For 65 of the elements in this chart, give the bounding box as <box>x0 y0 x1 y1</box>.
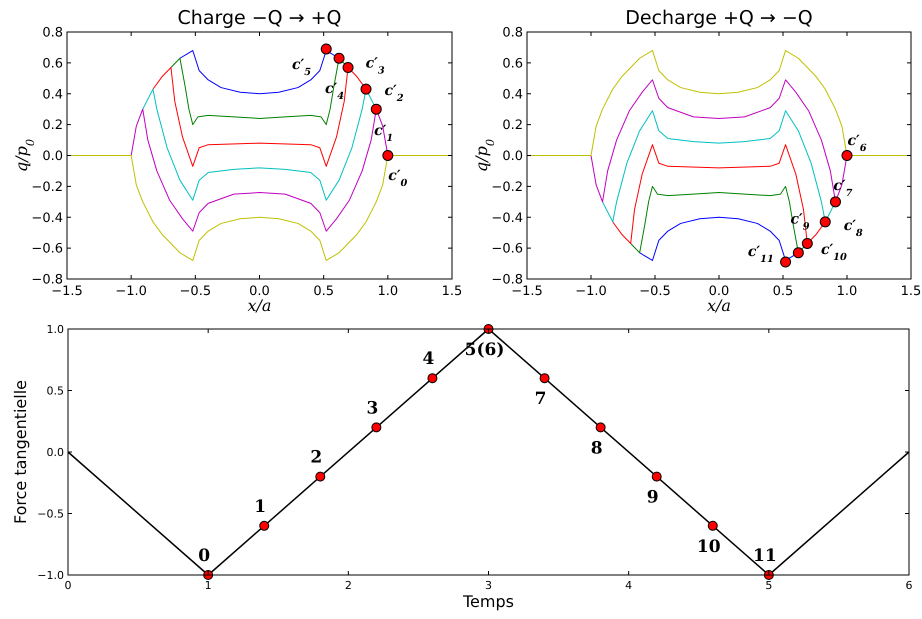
x-tick-label: 0.5 <box>313 284 334 299</box>
x-axis-title: x/a <box>248 296 272 315</box>
chart-title: Decharge +Q → −Q <box>625 7 813 29</box>
x-tick-label: 0 <box>64 579 72 592</box>
y-tick-label: 0.8 <box>42 26 63 41</box>
x-tick-label: 0.0 <box>249 284 270 299</box>
annotation: c′$_{2}$ <box>384 83 404 104</box>
x-tick-label: 5 <box>765 579 772 592</box>
annotation: c′$_{6}$ <box>847 133 867 154</box>
annotation: 9 <box>646 488 659 508</box>
y-tick-label: 0.6 <box>42 56 63 72</box>
annotation: 11 <box>752 546 777 566</box>
annotation: 10 <box>696 536 721 557</box>
annotation: c′$_{5}$ <box>292 57 312 78</box>
y-tick-label: 0.0 <box>502 149 523 164</box>
x-tick-label: 1.5 <box>900 284 922 299</box>
y-tick-label: 0.8 <box>502 26 523 41</box>
annotation: c′$_{8}$ <box>844 218 863 238</box>
x-tick-label: 2 <box>344 579 352 592</box>
annotation: 8 <box>590 438 603 458</box>
x-tick-label: 1.0 <box>836 284 858 299</box>
x-tick-label: 6 <box>906 579 912 592</box>
y-tick-label: −0.6 <box>31 242 63 257</box>
y-tick-label: −0.5 <box>37 507 64 520</box>
annotation: c′$_{0}$ <box>388 168 408 188</box>
y-tick-label: 0.0 <box>42 149 63 164</box>
y-tick-label: 0.6 <box>502 56 523 72</box>
x-tick-label: −1.0 <box>575 284 607 299</box>
annotation: c′$_{10}$ <box>820 242 847 262</box>
x-tick-label: 4 <box>625 579 632 592</box>
x-tick-label: −1.0 <box>115 284 147 299</box>
y-tick-label: −0.4 <box>491 210 523 226</box>
chart-title: Charge −Q → +Q <box>178 7 342 29</box>
x-axis-title: Temps <box>462 592 514 611</box>
x-tick-label: 1.0 <box>377 284 398 299</box>
annotation: 0 <box>198 546 210 566</box>
annotation: 3 <box>366 398 378 418</box>
annotation: 7 <box>534 389 546 410</box>
y-tick-label: 0.4 <box>42 87 63 102</box>
annotation: 2 <box>310 448 322 468</box>
x-axis-title: x/a <box>707 296 731 315</box>
y-tick-label: 1.0 <box>46 322 64 336</box>
x-tick-label: 1 <box>204 579 212 592</box>
y-tick-label: 0.0 <box>46 446 64 459</box>
x-tick-label: 1.5 <box>442 284 462 299</box>
y-tick-label: 0.4 <box>502 87 523 102</box>
annotation: 1 <box>254 496 266 517</box>
y-tick-label: 0.2 <box>502 118 523 134</box>
annotation: c′$_{3}$ <box>366 55 385 76</box>
y-tick-label: −0.2 <box>31 180 63 195</box>
x-tick-label: 3 <box>485 579 492 592</box>
annotation: c′$_{11}$ <box>748 244 774 264</box>
x-tick-label: −0.5 <box>180 284 212 299</box>
y-tick-label: −0.4 <box>31 210 63 226</box>
y-tick-label: −0.6 <box>491 242 523 257</box>
x-tick-label: 0.5 <box>772 284 794 299</box>
y-tick-label: 0.2 <box>42 118 63 134</box>
annotation: 4 <box>422 349 435 370</box>
x-tick-label: −0.5 <box>639 284 671 299</box>
y-tick-label: −0.2 <box>491 180 523 195</box>
y-axis-title: Force tangentielle <box>11 380 30 524</box>
x-tick-label: 0.0 <box>708 284 730 299</box>
y-tick-label: 0.5 <box>46 384 64 398</box>
annotation: 5(6) <box>464 340 504 360</box>
y-tick-label: −1.0 <box>37 568 64 582</box>
